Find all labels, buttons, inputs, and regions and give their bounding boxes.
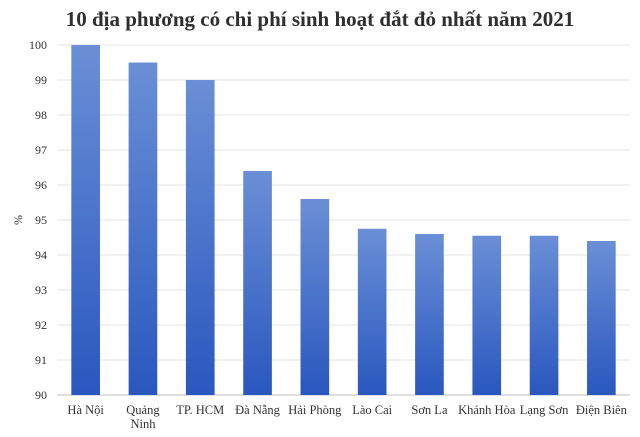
bar-6	[357, 228, 387, 395]
chart-title: 10 địa phương có chi phí sinh hoạt đắt đ…	[66, 7, 575, 31]
y-tick-label: 93	[35, 283, 47, 297]
bar-7	[415, 234, 444, 395]
y-axis-ticks: 90 91 92 93 94 95 96 97 98 99 100	[29, 38, 47, 402]
x-tick-label: Khánh Hòa	[458, 403, 516, 417]
x-tick-label: TP. HCM	[176, 403, 224, 417]
bar-8	[472, 235, 502, 395]
y-tick-label: 99	[35, 73, 47, 87]
y-tick-label: 96	[35, 178, 47, 192]
x-tick-label: Hà Nội	[67, 403, 104, 417]
y-tick-label: 95	[35, 213, 47, 227]
bar-3	[185, 80, 215, 395]
y-axis-title: %	[11, 215, 25, 225]
y-tick-label: 94	[35, 248, 47, 262]
x-tick-label: Lạng Sơn	[520, 403, 569, 417]
x-tick-label: Quảng Ninh	[126, 403, 160, 431]
y-tick-label: 100	[29, 38, 47, 52]
bar-10	[587, 241, 616, 395]
y-tick-label: 91	[35, 353, 47, 367]
y-tick-label: 97	[35, 143, 47, 157]
x-tick-label: Sơn La	[411, 403, 448, 417]
bar-5	[300, 199, 330, 395]
bars	[71, 45, 616, 395]
x-axis-labels: Hà Nội Quảng Ninh TP. HCM Đà Nẵng Hải Phòng Là…	[67, 403, 627, 431]
bar-1	[71, 45, 100, 395]
y-tick-label: 92	[35, 318, 47, 332]
x-tick-label: Điện Biên	[576, 403, 628, 417]
y-tick-label: 98	[35, 108, 47, 122]
x-tick-label: Đà Nẵng	[235, 403, 281, 417]
y-tick-label: 90	[35, 388, 47, 402]
bar-2	[128, 62, 158, 395]
bar-9	[529, 235, 559, 395]
bar-4	[243, 171, 272, 395]
x-tick-label: Hải Phòng	[288, 403, 342, 417]
x-tick-label: Lào Cai	[352, 403, 392, 417]
